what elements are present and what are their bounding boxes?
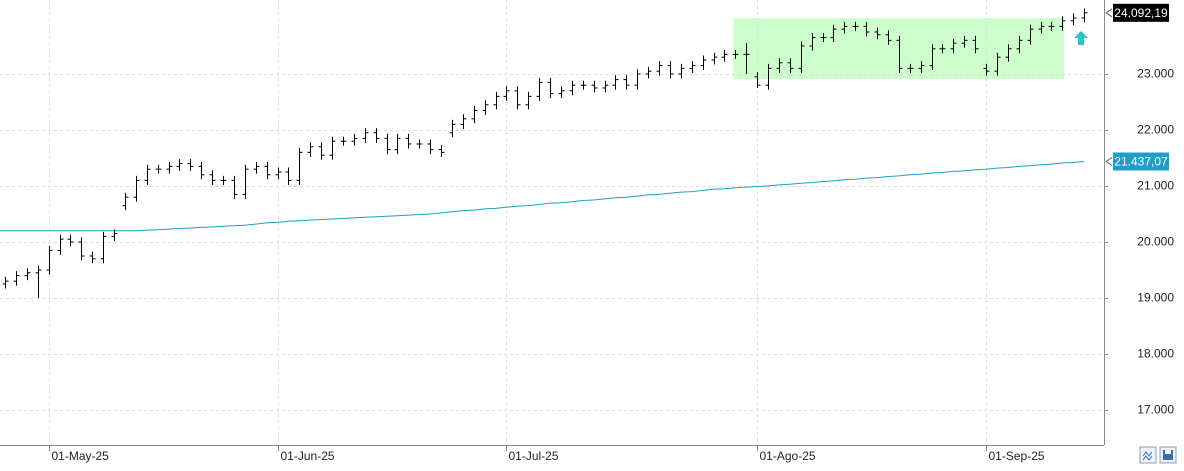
moving-average-line [0, 161, 1085, 232]
last-price-label: 24.092,19 [1114, 6, 1168, 20]
y-tick-label: 22.000 [1137, 123, 1174, 137]
x-tick-label: 01-Sep-25 [989, 449, 1045, 463]
y-tick-label: 23.000 [1137, 67, 1174, 81]
x-tick-label: 01-May-25 [52, 449, 110, 463]
y-tick-label: 19.000 [1137, 291, 1174, 305]
scale-icon [1142, 451, 1153, 461]
x-tick-label: 01-Ago-25 [760, 449, 816, 463]
last-price-label-box [1113, 3, 1169, 22]
toolbar [1139, 446, 1177, 464]
save-icon-label [1165, 450, 1171, 454]
x-tick-label: 01-Jul-25 [509, 449, 559, 463]
moving-average-label: 21.437,07 [1114, 155, 1168, 169]
x-tick-label: 01-Jun-25 [281, 449, 335, 463]
y-tick-label: 21.000 [1137, 179, 1174, 193]
y-tick-label: 17.000 [1137, 403, 1174, 417]
y-tick-label: 18.000 [1137, 347, 1174, 361]
save-icon [1163, 450, 1173, 460]
arrow-icon [1074, 31, 1088, 45]
y-tick-label: 20.000 [1137, 235, 1174, 249]
highlight-box [733, 17, 1065, 80]
moving-average-label-pointer [1105, 157, 1113, 166]
moving-average-label-box [1113, 152, 1169, 171]
last-price-label-pointer [1105, 8, 1113, 18]
